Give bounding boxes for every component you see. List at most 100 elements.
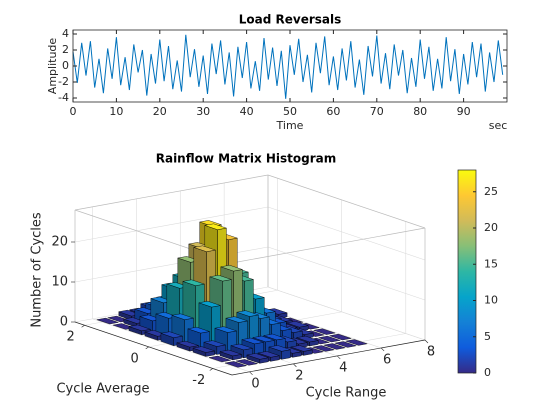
z-tick-label: 20 bbox=[51, 235, 68, 250]
bar-top bbox=[224, 361, 247, 368]
x-axis-label: Cycle Range bbox=[306, 386, 387, 401]
bar-top bbox=[246, 353, 269, 360]
bar-top bbox=[296, 335, 319, 343]
bar-top bbox=[209, 275, 232, 282]
bar bbox=[176, 341, 199, 352]
x-unit: sec bbox=[489, 119, 508, 132]
bar bbox=[208, 355, 231, 363]
x-tick bbox=[293, 363, 297, 368]
side-wall bbox=[268, 175, 425, 340]
x-tick-label: 70 bbox=[370, 105, 384, 118]
bar bbox=[246, 353, 269, 364]
bar-top bbox=[182, 279, 205, 286]
bar-top bbox=[220, 265, 243, 272]
data-line bbox=[72, 34, 504, 99]
bar bbox=[329, 333, 352, 341]
z-tick-label: 0 bbox=[60, 315, 68, 330]
bar-top bbox=[208, 355, 231, 363]
colorbar bbox=[457, 169, 477, 374]
axes-edge bbox=[74, 321, 233, 376]
y-tick-label: 2 bbox=[66, 330, 74, 345]
bar-top bbox=[257, 351, 280, 358]
bar-top bbox=[329, 333, 352, 341]
bar-top bbox=[214, 326, 237, 333]
bar-top bbox=[204, 223, 227, 230]
z-axis-label: Number of Cycles bbox=[30, 212, 45, 328]
bar-top bbox=[312, 345, 335, 352]
bar-top bbox=[334, 341, 357, 348]
bar-top bbox=[286, 321, 309, 328]
x-tick-label: 2 bbox=[295, 368, 303, 383]
grid-line bbox=[267, 206, 426, 261]
grid-line bbox=[267, 246, 426, 301]
plot-area bbox=[73, 30, 507, 102]
x-tick-label: 30 bbox=[196, 105, 210, 118]
bar-top bbox=[313, 328, 336, 335]
grid-line bbox=[74, 206, 269, 243]
colorbar-tick-label: 25 bbox=[484, 185, 498, 198]
bar bbox=[334, 341, 357, 348]
bar-top bbox=[160, 331, 183, 338]
bar-top bbox=[318, 335, 341, 343]
bar bbox=[313, 328, 336, 335]
axes-edge bbox=[74, 174, 269, 211]
chart-title: Rainflow Matrix Histogram bbox=[156, 152, 337, 166]
y-tick-label: 0 bbox=[131, 351, 139, 366]
x-tick-label: 40 bbox=[240, 105, 254, 118]
grid-line bbox=[267, 286, 426, 341]
bar-top bbox=[230, 343, 253, 351]
y-tick bbox=[209, 368, 213, 371]
bar-top bbox=[219, 349, 242, 357]
bar-top bbox=[290, 345, 313, 352]
bar-top bbox=[187, 327, 210, 334]
y-axis-label: Cycle Average bbox=[56, 382, 149, 397]
bar-top bbox=[96, 317, 119, 325]
x-tick bbox=[380, 347, 385, 352]
bar-top bbox=[268, 345, 291, 352]
bar-top bbox=[198, 301, 221, 308]
x-tick-label: 80 bbox=[413, 105, 427, 118]
y-tick-label: 2 bbox=[62, 43, 69, 56]
bar-top bbox=[263, 333, 286, 341]
bar-top bbox=[225, 316, 248, 323]
colorbar-tick-label: 20 bbox=[484, 221, 498, 234]
x-tick-label: 50 bbox=[283, 105, 297, 118]
axes-edge bbox=[267, 174, 426, 229]
y-tick-label: 4 bbox=[62, 27, 69, 40]
x-tick-label: 0 bbox=[70, 105, 77, 118]
axes-edge bbox=[231, 227, 426, 264]
colorbar-tick-label: 15 bbox=[484, 257, 498, 270]
x-tick-label: 6 bbox=[383, 352, 391, 367]
bar-top bbox=[252, 335, 275, 343]
y-axis-label: Amplitude bbox=[46, 38, 59, 95]
x-tick bbox=[249, 371, 253, 376]
bar-top bbox=[235, 359, 258, 366]
y-tick-label: -2 bbox=[58, 75, 69, 88]
y-tick-label: -2 bbox=[192, 373, 205, 388]
colorbar-tick-label: 10 bbox=[484, 294, 498, 307]
y-tick bbox=[145, 346, 149, 350]
bar-top bbox=[203, 340, 226, 347]
z-tick-label: 10 bbox=[51, 275, 68, 290]
bar bbox=[323, 343, 346, 350]
x-tick-label: 0 bbox=[251, 376, 259, 391]
axes-edge bbox=[231, 339, 426, 376]
y-tick-label: -4 bbox=[58, 91, 69, 104]
x-tick-label: 60 bbox=[326, 105, 340, 118]
bar-top bbox=[128, 324, 151, 331]
bar bbox=[219, 349, 242, 361]
colorbar-tick-label: 5 bbox=[484, 330, 491, 343]
y-tick bbox=[81, 324, 85, 328]
x-tick bbox=[424, 339, 429, 344]
x-axis-label: Time bbox=[276, 119, 304, 132]
bar-top bbox=[193, 245, 216, 252]
x-tick-label: 10 bbox=[109, 105, 123, 118]
bar-top bbox=[176, 341, 199, 348]
bar-top bbox=[236, 310, 259, 317]
chart-title: Load Reversals bbox=[239, 13, 342, 27]
bar bbox=[345, 339, 368, 346]
bar bbox=[96, 317, 119, 325]
x-tick-label: 20 bbox=[153, 105, 167, 118]
bar bbox=[235, 359, 258, 366]
bar-top bbox=[171, 313, 194, 320]
